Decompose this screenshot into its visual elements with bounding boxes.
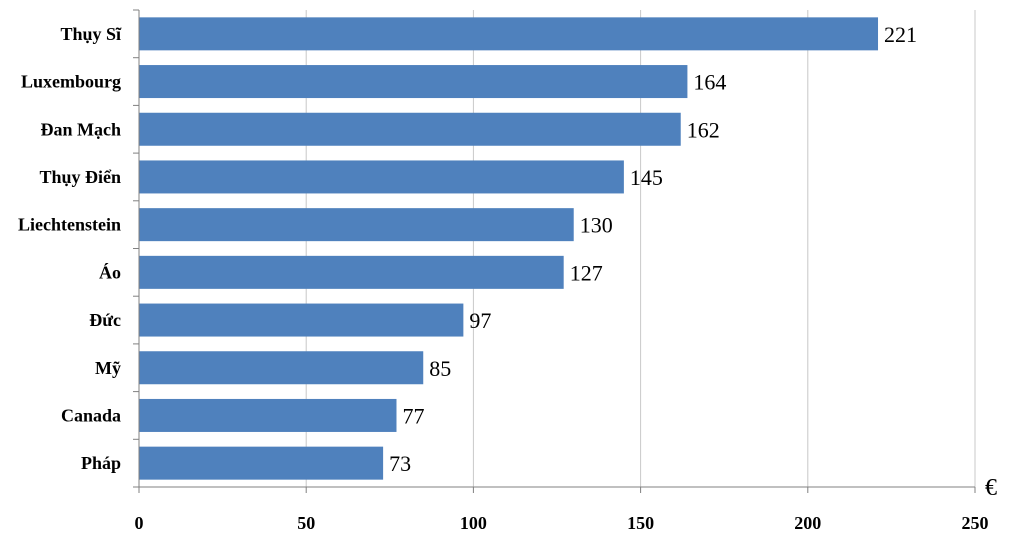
bar-3 — [139, 160, 624, 194]
bar-4 — [139, 208, 574, 242]
data-label-3: 145 — [630, 165, 663, 190]
x-tick-label-100: 100 — [460, 513, 487, 533]
category-label-3: Thụy Điển — [39, 167, 121, 187]
bar-8 — [139, 398, 397, 432]
data-label-9: 73 — [389, 451, 411, 476]
data-label-2: 162 — [687, 117, 720, 142]
category-label-4: Liechtenstein — [18, 215, 121, 235]
data-label-0: 221 — [884, 22, 917, 47]
category-label-0: Thụy Sĩ — [60, 24, 122, 44]
category-label-1: Luxembourg — [21, 72, 121, 92]
data-label-1: 164 — [693, 70, 726, 95]
x-tick-label-50: 50 — [297, 513, 315, 533]
data-label-4: 130 — [580, 213, 613, 238]
bar-7 — [139, 351, 424, 385]
x-tick-label-150: 150 — [627, 513, 654, 533]
labels: 0 50 100 150 200 250 Thụy Sĩ 221 Luxembourg 164 Đa… — [18, 22, 989, 533]
x-tick-label-0: 0 — [135, 513, 144, 533]
bar-6 — [139, 303, 464, 337]
x-tick-label-250: 250 — [962, 513, 989, 533]
bar-0 — [139, 17, 879, 51]
bar-1 — [139, 65, 688, 99]
category-label-6: Đức — [89, 310, 121, 330]
bar-9 — [139, 446, 384, 480]
category-label-2: Đan Mạch — [41, 119, 122, 139]
x-tick-label-200: 200 — [794, 513, 821, 533]
data-label-5: 127 — [570, 260, 603, 285]
x-axis-unit-label: € — [985, 475, 997, 501]
category-label-7: Mỹ — [95, 358, 121, 378]
bar-2 — [139, 112, 681, 146]
data-label-8: 77 — [402, 403, 424, 428]
data-label-7: 85 — [429, 356, 451, 381]
axes — [133, 9, 976, 493]
data-label-6: 97 — [469, 308, 491, 333]
bars — [139, 17, 879, 480]
category-label-9: Pháp — [81, 453, 121, 473]
category-label-8: Canada — [61, 405, 121, 425]
category-label-5: Áo — [99, 261, 121, 282]
bar-5 — [139, 255, 564, 289]
